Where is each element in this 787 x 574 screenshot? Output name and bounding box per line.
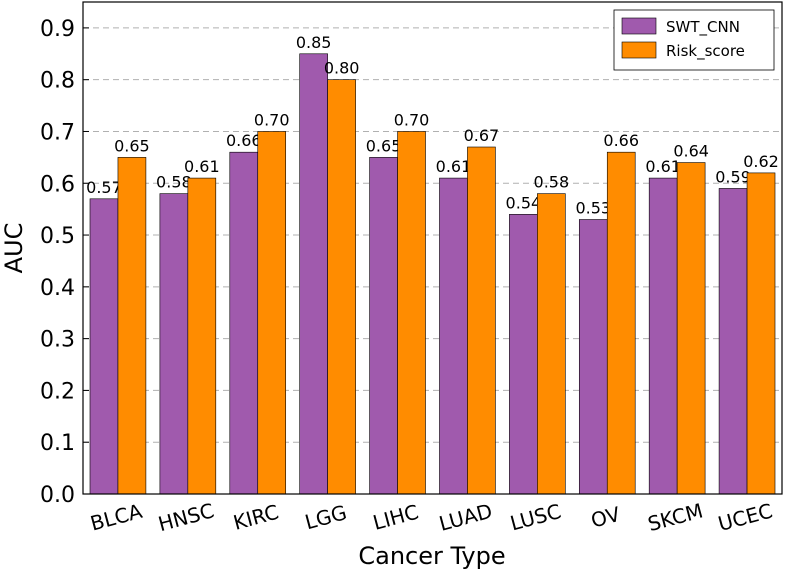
bar	[467, 146, 496, 495]
bar	[369, 157, 398, 495]
plot-frame	[82, 1, 783, 495]
bar	[676, 162, 706, 495]
value-label: 0.53	[575, 199, 611, 218]
value-label: 0.61	[645, 157, 681, 176]
bar	[117, 157, 147, 495]
bar	[159, 193, 189, 495]
value-label: 0.70	[394, 110, 430, 129]
y-tick-label: 0.7	[40, 120, 75, 145]
bar	[229, 151, 259, 495]
legend-swatch	[621, 17, 657, 35]
x-tick-label: LUSC	[508, 499, 564, 535]
value-label: 0.62	[743, 152, 779, 171]
y-tick-label: 0.2	[40, 379, 75, 404]
bar	[257, 131, 287, 495]
bar	[578, 219, 608, 495]
value-label: 0.67	[464, 126, 500, 145]
bar	[327, 79, 356, 495]
bar	[89, 198, 119, 495]
y-tick-label: 0.0	[40, 483, 75, 508]
x-axis-label: Cancer Type	[358, 542, 505, 570]
y-tick-label: 0.3	[40, 328, 75, 353]
x-tick-label: SKCM	[645, 498, 705, 536]
x-tick-label: UCEC	[715, 499, 775, 536]
bar	[439, 177, 468, 495]
value-label: 0.65	[114, 136, 150, 155]
bar	[606, 151, 636, 495]
bar	[746, 172, 776, 495]
bar	[397, 131, 426, 495]
value-label: 0.64	[673, 142, 709, 161]
x-tick-label: LUAD	[437, 499, 495, 536]
value-label: 0.61	[184, 157, 220, 176]
value-label: 0.61	[436, 157, 472, 176]
y-tick-label: 0.4	[40, 276, 75, 301]
value-label: 0.65	[366, 136, 402, 155]
x-tick-label: HNSC	[156, 498, 217, 536]
x-tick-label: BLCA	[88, 499, 145, 536]
value-label: 0.59	[715, 167, 751, 186]
value-label: 0.70	[254, 110, 290, 129]
y-tick-label: 0.8	[40, 69, 75, 94]
bar	[509, 214, 538, 495]
value-label: 0.80	[324, 59, 360, 78]
y-tick-label: 0.1	[40, 431, 75, 456]
x-tick-label: KIRC	[231, 500, 282, 535]
bar	[537, 193, 566, 495]
value-label: 0.58	[534, 173, 570, 192]
bar	[718, 188, 748, 495]
y-tick-label: 0.5	[40, 224, 75, 249]
bar	[187, 177, 217, 495]
value-label: 0.66	[226, 131, 262, 150]
value-label: 0.85	[296, 33, 332, 52]
legend-label: SWT_CNN	[666, 18, 740, 37]
value-label: 0.58	[156, 173, 192, 192]
legend-label: Risk_score	[666, 42, 745, 61]
x-tick-label: LIHC	[370, 500, 421, 535]
legend-swatch	[621, 41, 657, 59]
value-label: 0.54	[506, 193, 542, 212]
y-tick-label: 0.9	[40, 17, 75, 42]
bar	[299, 53, 328, 495]
y-tick-label: 0.6	[40, 172, 75, 197]
x-tick-label: LGG	[302, 500, 349, 534]
y-axis-label: AUC	[0, 223, 28, 274]
value-label: 0.66	[603, 131, 639, 150]
x-tick-label: OV	[588, 502, 623, 533]
bar	[648, 177, 678, 495]
value-label: 0.57	[86, 178, 122, 197]
